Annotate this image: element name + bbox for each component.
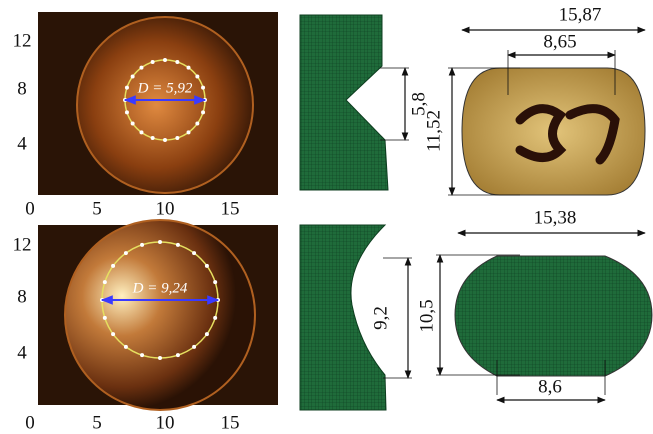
fit-point	[175, 60, 179, 64]
fit-point	[187, 130, 191, 134]
fit-point	[103, 316, 107, 320]
fit-point	[111, 332, 115, 336]
fit-point	[195, 74, 199, 78]
x-tick-label: 15	[221, 412, 240, 433]
fit-point	[140, 353, 144, 357]
fit-point	[195, 122, 199, 126]
fit-point	[124, 345, 128, 349]
fit-point	[131, 74, 135, 78]
fit-point	[175, 136, 179, 140]
fit-point	[158, 356, 162, 360]
dimension-label: 11,52	[423, 110, 444, 152]
y-tick-label: 8	[17, 78, 27, 99]
fit-point	[213, 316, 217, 320]
fit-point	[125, 110, 129, 114]
x-tick-label: 0	[25, 412, 35, 433]
y-tick-label: 4	[17, 342, 27, 363]
fit-point	[192, 345, 196, 349]
y-tick-label: 12	[13, 30, 32, 51]
fit-point	[163, 138, 167, 142]
dimension-label: 15,38	[534, 207, 577, 228]
dimension-label: 10,5	[416, 299, 437, 332]
fit-point	[205, 332, 209, 336]
x-tick-label: 10	[156, 198, 175, 219]
fit-point	[131, 122, 135, 126]
y-tick-label: 12	[13, 234, 32, 255]
fit-point	[201, 86, 205, 90]
dimension-label: 8,65	[543, 31, 576, 52]
fit-point	[139, 66, 143, 70]
fit-point	[139, 130, 143, 134]
fit-point	[158, 240, 162, 244]
diameter-label: D = 9,24	[132, 280, 188, 296]
fit-point	[205, 264, 209, 268]
fit-point	[163, 58, 167, 62]
dimension-label: 15,87	[559, 4, 602, 25]
specimen-face	[65, 220, 255, 410]
figure: D = 5,9212840510155,815,878,6511,52D = 9…	[0, 0, 653, 434]
x-tick-label: 15	[221, 198, 240, 219]
fit-point	[103, 280, 107, 284]
fit-point	[176, 353, 180, 357]
fit-point	[176, 243, 180, 247]
x-tick-label: 5	[92, 198, 102, 219]
fit-point	[111, 264, 115, 268]
y-tick-label: 4	[17, 133, 27, 154]
fit-point	[151, 60, 155, 64]
fit-point	[124, 251, 128, 255]
specimen-face	[77, 17, 253, 193]
fit-point	[192, 251, 196, 255]
dimension-label: 8,6	[538, 376, 562, 397]
diameter-label: D = 5,92	[137, 80, 193, 96]
fit-point	[201, 110, 205, 114]
specimen-shape	[455, 256, 652, 376]
fit-point	[125, 86, 129, 90]
fit-point	[140, 243, 144, 247]
y-tick-label: 8	[17, 286, 27, 307]
x-tick-label: 0	[25, 198, 35, 219]
dimension-label: 9,2	[370, 306, 391, 330]
fit-point	[151, 136, 155, 140]
x-tick-label: 5	[92, 412, 102, 433]
fit-point	[187, 66, 191, 70]
fit-point	[213, 280, 217, 284]
x-tick-label: 10	[156, 412, 175, 433]
fe-mesh-profile	[300, 15, 388, 190]
